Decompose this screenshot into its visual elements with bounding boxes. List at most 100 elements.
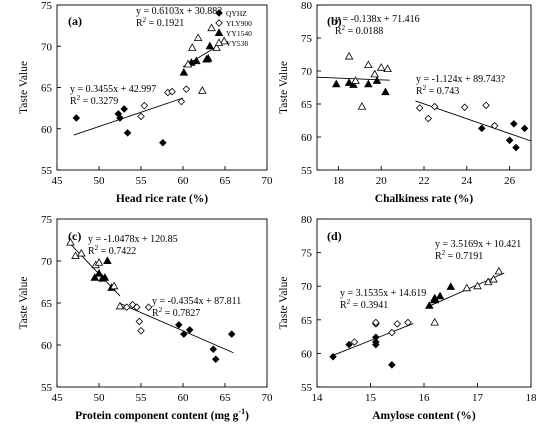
x-axis-label: Head rice rate (%) (116, 193, 208, 205)
x-tick-label: 65 (220, 392, 232, 404)
data-point-yly900 (490, 122, 499, 130)
y-tick-label: 65 (301, 99, 313, 111)
legend-marker (214, 28, 224, 36)
x-tick-label: 45 (52, 175, 64, 187)
regression-line (119, 302, 234, 354)
data-point-qyhz (116, 114, 124, 122)
data-point-yy538 (351, 76, 360, 84)
data-point-yy1540 (203, 54, 213, 62)
data-point-yly900 (133, 303, 141, 311)
data-point-qyhz (372, 340, 380, 349)
data-point-qyhz (227, 330, 236, 338)
data-point-yly900 (137, 112, 145, 121)
legend-entry: YY1540 (226, 29, 252, 38)
data-point-yy1540 (90, 273, 100, 281)
legend-marker (215, 19, 223, 27)
data-point-yy1540 (435, 291, 445, 300)
y-tick-label: 70 (301, 66, 313, 78)
x-tick-label: 65 (220, 175, 232, 187)
data-point-qyhz (520, 124, 529, 133)
x-tick-label: 15 (365, 392, 377, 404)
data-point-yy538 (462, 283, 472, 292)
data-point-yy1540 (100, 273, 110, 281)
x-tick-label: 16 (419, 392, 431, 404)
panel-1: 18 20 22 24 26 55 60 65 70 75 80 Chalkiness rate (%… (278, 0, 532, 205)
data-point-yy538 (494, 266, 504, 275)
data-point-yly900 (372, 318, 380, 327)
data-point-yy538 (430, 317, 439, 326)
legend-entry: QYHZ (226, 9, 247, 18)
regression-equation: y = -1.124x + 89.743? (416, 74, 506, 85)
r-squared: R2 = 0.3941 (340, 298, 388, 311)
x-tick-label: 22 (419, 175, 430, 187)
y-tick-label: 70 (41, 256, 53, 268)
data-point-yy538 (187, 43, 197, 51)
data-point-qyhz (510, 120, 518, 128)
regression-line (73, 97, 184, 136)
y-tick-label: 75 (301, 33, 313, 45)
data-point-qyhz (478, 124, 486, 133)
data-point-yy1540 (331, 79, 341, 88)
panel-label: (a) (68, 14, 82, 28)
y-tick-label: 60 (301, 348, 313, 360)
x-axis-label: Chalkiness rate (%) (375, 193, 474, 205)
data-point-yy538 (489, 274, 498, 283)
data-point-yly900 (168, 87, 176, 96)
data-point-yy538 (383, 64, 392, 73)
data-point-yly900 (137, 326, 145, 335)
x-tick-label: 14 (312, 392, 324, 404)
data-point-yy538 (473, 281, 482, 290)
data-point-qyhz (329, 352, 337, 361)
data-point-yy538 (370, 69, 380, 78)
data-point-yly900 (350, 338, 359, 346)
data-point-qyhz (185, 326, 194, 334)
legend-marker (214, 38, 224, 46)
data-point-qyhz (159, 139, 167, 147)
data-point-qyhz (512, 143, 520, 152)
data-point-yy538 (193, 33, 203, 41)
data-point-yy1540 (381, 87, 390, 96)
data-point-yly900 (404, 318, 412, 327)
x-tick-label: 17 (472, 392, 484, 404)
data-point-qyhz (388, 361, 396, 369)
x-tick-label: 55 (136, 392, 148, 404)
data-point-yy538 (376, 63, 386, 71)
data-point-yy538 (183, 59, 193, 68)
data-point-yy1540 (205, 41, 215, 50)
legend-entry: YY538 (226, 39, 248, 48)
y-tick-label: 60 (41, 124, 53, 136)
data-point-qyhz (209, 345, 218, 353)
x-tick-label: 45 (52, 392, 64, 404)
r-squared: R2 = 0.7191 (435, 249, 483, 262)
data-point-yly900 (430, 102, 439, 111)
panel-3: 14 15 16 17 18 55 60 65 70 75 80 Amylose content (%… (278, 214, 537, 422)
y-tick-label: 65 (301, 315, 313, 327)
y-tick-label: 75 (41, 214, 53, 226)
data-point-yy1540 (364, 79, 373, 88)
data-point-yly900 (140, 101, 149, 110)
data-point-qyhz (72, 114, 81, 122)
x-tick-label: 24 (461, 175, 473, 187)
data-point-qyhz (345, 340, 353, 349)
data-point-yy538 (77, 248, 86, 257)
panel-label: (d) (327, 229, 342, 243)
x-tick-label: 18 (526, 392, 538, 404)
data-point-yly900 (482, 101, 490, 110)
data-point-qyhz (372, 333, 380, 342)
data-point-yy538 (207, 23, 216, 32)
y-tick-label: 70 (41, 41, 53, 53)
r-squared: R2 = 0.7422 (88, 244, 136, 257)
legend-marker (215, 9, 223, 17)
y-axis-label: Taste Value (278, 277, 290, 330)
data-point-yy1540 (344, 78, 354, 86)
data-point-qyhz (123, 129, 132, 137)
data-point-yly900 (177, 97, 186, 106)
y-tick-label: 75 (41, 0, 53, 12)
x-tick-label: 50 (94, 175, 106, 187)
x-axis-label: Amylose content (%) (372, 410, 476, 422)
x-tick-label: 26 (504, 175, 516, 187)
x-axis-label: Protein component content (mg g-1) (75, 407, 249, 422)
y-tick-label: 60 (301, 132, 313, 144)
data-point-yy1540 (430, 295, 439, 304)
